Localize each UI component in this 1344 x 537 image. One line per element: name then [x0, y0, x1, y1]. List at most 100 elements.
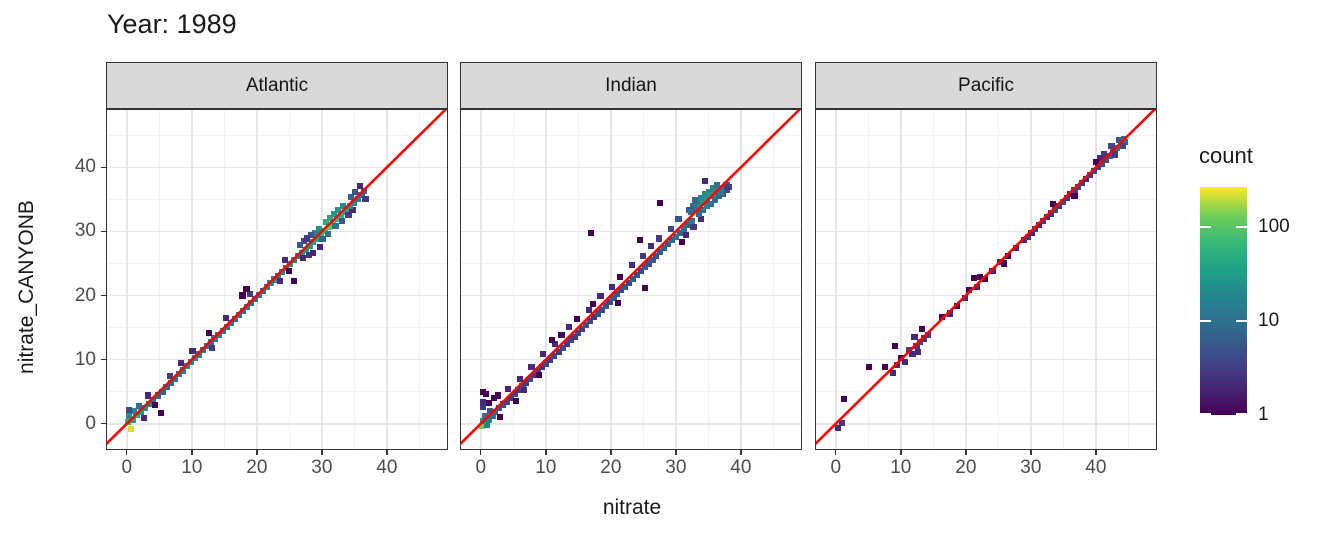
bin	[138, 408, 145, 415]
bin	[1059, 198, 1066, 205]
bin	[130, 416, 137, 423]
bin	[690, 202, 697, 209]
legend-tick-label-100: 100	[1258, 216, 1290, 238]
bin	[682, 231, 689, 238]
gridline-major	[256, 109, 258, 450]
bin	[676, 229, 683, 236]
bin	[227, 320, 234, 327]
gridline-major	[106, 166, 448, 169]
bin	[1086, 171, 1094, 179]
bin	[306, 243, 313, 250]
bin	[602, 302, 609, 309]
bin	[527, 375, 534, 382]
plot-title: Year: 1989	[107, 9, 237, 39]
bin	[314, 235, 321, 242]
y-tick-label: 20	[74, 284, 96, 306]
bin	[243, 286, 250, 293]
bin	[208, 345, 216, 352]
x-axis-tick	[900, 450, 902, 455]
bin	[125, 406, 132, 413]
y-axis-tick	[101, 358, 106, 361]
x-tick-label: 0	[830, 457, 842, 478]
bin	[480, 404, 487, 411]
y-tick-label: 10	[74, 348, 96, 370]
gridline-minor	[932, 109, 934, 450]
bin	[324, 230, 331, 238]
gridline-minor	[642, 109, 644, 450]
bin	[882, 364, 889, 371]
bin	[655, 235, 663, 242]
bin	[938, 314, 945, 321]
x-axis-tick	[126, 450, 128, 455]
bin	[180, 367, 187, 374]
bin	[1114, 145, 1121, 152]
x-tick-label: 30	[311, 457, 333, 478]
bin	[709, 185, 716, 192]
gridline-minor	[577, 109, 579, 450]
bin	[244, 304, 251, 311]
bin	[917, 339, 924, 346]
bin	[299, 254, 307, 261]
bin	[489, 412, 496, 420]
gridline-minor	[772, 109, 774, 450]
bin	[905, 346, 912, 354]
bin	[538, 364, 545, 371]
bin	[919, 325, 926, 332]
bin	[184, 362, 191, 370]
bin	[311, 230, 318, 237]
panel-pacific	[815, 109, 1157, 450]
legend-colorbar-tick	[1236, 413, 1247, 415]
gridline-major	[460, 422, 802, 425]
bin	[536, 371, 543, 379]
gridline-major	[386, 109, 388, 450]
bin	[579, 325, 586, 332]
gridline-major	[545, 109, 547, 450]
bin	[633, 271, 640, 279]
bin	[614, 291, 621, 298]
bin	[668, 237, 676, 244]
bin	[1001, 260, 1008, 267]
bin	[705, 189, 713, 196]
panel-atlantic	[106, 109, 448, 450]
bin	[309, 249, 316, 256]
x-axis-tick	[835, 450, 837, 455]
gridline-major	[460, 166, 802, 169]
legend-colorbar-tick	[1200, 413, 1211, 415]
bin	[290, 278, 297, 285]
x-tick-label: 0	[121, 457, 133, 478]
bin	[319, 236, 326, 243]
bin	[1055, 202, 1062, 209]
identity-line	[815, 109, 1157, 450]
bin	[223, 323, 231, 330]
gridline-major	[815, 166, 1157, 169]
bin	[583, 321, 590, 329]
bin	[614, 300, 622, 307]
bin	[1047, 210, 1055, 217]
bin	[1071, 193, 1078, 200]
bin	[1090, 168, 1097, 175]
legend-colorbar-tick	[1236, 320, 1247, 323]
bin	[610, 295, 617, 302]
bin	[1067, 191, 1074, 198]
bin	[348, 194, 355, 201]
bin	[1024, 233, 1031, 240]
bin	[973, 283, 980, 290]
legend-colorbar-tick	[1200, 226, 1211, 229]
gridline-major	[460, 294, 802, 297]
bin	[286, 268, 293, 275]
y-axis-tick	[101, 166, 106, 169]
bin	[189, 348, 196, 355]
bin	[911, 333, 918, 340]
bin	[640, 252, 647, 259]
x-axis-tick	[1030, 450, 1032, 455]
bin	[585, 306, 592, 313]
bin	[609, 283, 616, 290]
bin	[523, 379, 530, 386]
bin	[839, 420, 846, 427]
gridline-major	[965, 109, 967, 450]
bin	[323, 218, 330, 225]
bin	[954, 302, 961, 309]
gridline-major	[321, 109, 323, 450]
gridline-major	[815, 294, 1157, 297]
bin	[925, 331, 932, 338]
